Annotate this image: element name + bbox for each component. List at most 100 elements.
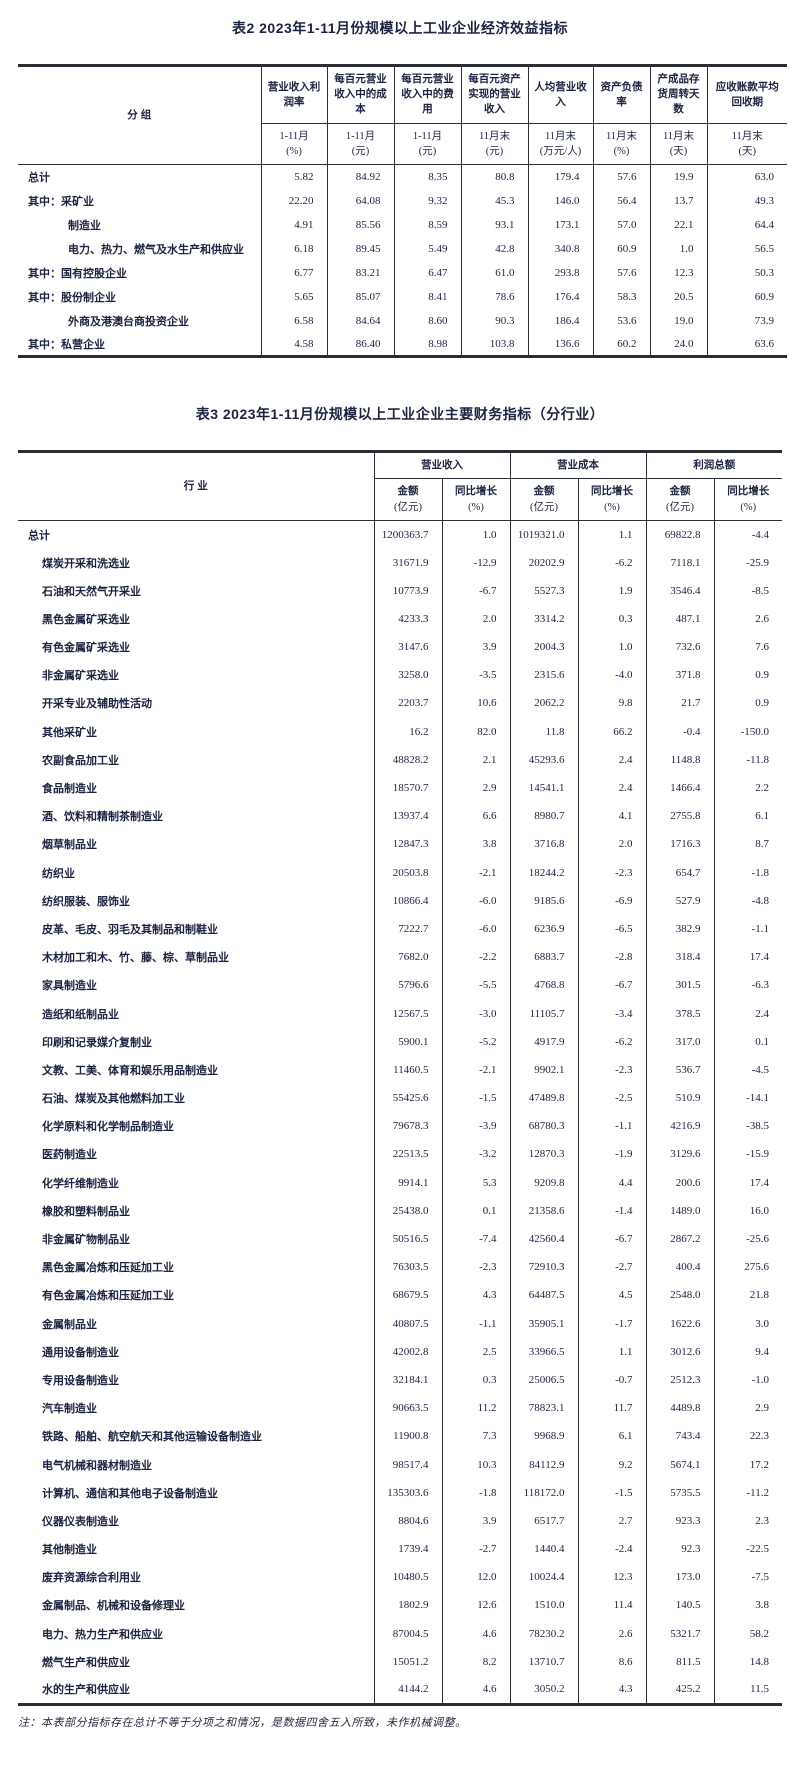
cell-value: 2004.3 — [510, 633, 579, 662]
cell-value: 9.2 — [578, 1450, 647, 1479]
cell-value: 4768.8 — [510, 971, 579, 1000]
cell-value: 179.4 — [528, 164, 594, 189]
cell-value: 84112.9 — [510, 1450, 579, 1479]
cell-value: 11460.5 — [374, 1055, 443, 1084]
row-label: 开采专业及辅助性活动 — [18, 689, 375, 718]
table-row: 石油和天然气开采业 10773.9 -6.7 5527.3 1.9 3546.4 -8.5 — [18, 576, 782, 605]
table3-sub-col: 同比增长 (%) — [442, 478, 511, 521]
cell-value: 5796.6 — [374, 971, 443, 1000]
cell-value: 9968.9 — [510, 1422, 579, 1451]
cell-value: 146.0 — [528, 188, 594, 213]
cell-value: 923.3 — [646, 1506, 715, 1535]
cell-value: 8.98 — [394, 332, 462, 357]
cell-value: 2.0 — [442, 604, 511, 633]
cell-value: 73.9 — [754, 314, 774, 327]
cell-value: 382.9 — [646, 914, 715, 944]
cell-value: 2.7 — [578, 1506, 647, 1535]
cell-value: 4917.9 — [510, 1027, 579, 1056]
cell-value: -1.8 — [442, 1478, 511, 1507]
cell-value: 12.0 — [442, 1563, 511, 1592]
cell-value: 13.7 — [650, 188, 708, 213]
cell-value: 8.2 — [442, 1647, 511, 1676]
table2-col-header: 每百元资产实现的营业收入 — [461, 65, 529, 124]
table-row: 化学原料和化学制品制造业 79678.3 -3.9 68780.3 -1.1 4216.9… — [18, 1112, 782, 1141]
cell-value: -2.3 — [442, 1253, 511, 1282]
row-label: 专用设备制造业 — [18, 1365, 375, 1395]
cell-value: 12870.3 — [510, 1140, 579, 1169]
cell-value: 135303.6 — [374, 1478, 443, 1507]
row-label: 农副食品加工业 — [18, 745, 375, 774]
cell-value: 6.6 — [442, 802, 511, 831]
cell-value: 1148.8 — [646, 745, 715, 774]
cell-value: -2.8 — [578, 943, 647, 972]
cell-value: -5.5 — [442, 971, 511, 1000]
cell-value: 2548.0 — [646, 1281, 715, 1310]
cell-value: 2867.2 — [646, 1224, 715, 1254]
cell-value: 318.4 — [646, 943, 715, 972]
row-label: 其中：私营企业 — [18, 332, 262, 357]
statistics-report-page: 表2 2023年1-11月份规模以上工业企业经济效益指标 分 组 营业收入利润率… — [18, 20, 787, 1729]
cell-value: 2315.6 — [510, 661, 579, 690]
cell-value: 2.5 — [442, 1337, 511, 1366]
cell-value: -4.4 — [751, 528, 769, 541]
cell-value: 1489.0 — [646, 1196, 715, 1225]
cell-value: 8.59 — [394, 212, 462, 237]
cell-value: -2.7 — [442, 1535, 511, 1564]
cell-value: 22.20 — [261, 188, 328, 213]
table-row: 医药制造业 22513.5 -3.2 12870.3 -1.9 3129.6 -15.9 — [18, 1140, 782, 1169]
table3-group-cost: 营业成本 — [510, 451, 647, 480]
cell-value: 83.21 — [327, 260, 395, 285]
cell-value: 6.47 — [394, 260, 462, 285]
cell-value: 64.4 — [754, 218, 774, 231]
cell-value: 2.1 — [442, 745, 511, 774]
table-row: 废弃资源综合利用业 10480.5 12.0 10024.4 12.3 173.0 -7.5 — [18, 1563, 782, 1592]
cell-value: 57.0 — [593, 212, 651, 237]
cell-value: 11.8 — [510, 717, 579, 746]
cell-value: -6.2 — [578, 1027, 647, 1056]
cell-value: 4.6 — [442, 1675, 511, 1705]
table2-col-unit: 11月末 (天) — [650, 123, 708, 166]
cell-value: 60.2 — [593, 332, 651, 357]
cell-value: 69822.8 — [646, 520, 715, 549]
cell-value: 6.1 — [755, 810, 769, 823]
cell-value: -6.0 — [442, 886, 511, 915]
row-label: 橡胶和塑料制品业 — [18, 1196, 375, 1225]
table-row: 电力、热力、燃气及水生产和供应业 6.18 89.45 5.49 42.8 340.8 60… — [18, 236, 787, 261]
row-label: 化学原料和化学制品制造业 — [18, 1112, 375, 1141]
cell-value: 9902.1 — [510, 1055, 579, 1084]
cell-value: 60.9 — [754, 290, 774, 303]
table3-group-revenue: 营业收入 — [374, 451, 511, 480]
cell-value: 186.4 — [528, 308, 594, 333]
table3-header-units-row: 金额 (亿元) 同比增长 (%) 金额 (亿元) 同比增长 (%) 金额 (亿元) 同比增… — [18, 478, 782, 521]
row-label: 计算机、通信和其他电子设备制造业 — [18, 1478, 375, 1507]
cell-value: 378.5 — [646, 999, 715, 1028]
row-label: 仪器仪表制造业 — [18, 1506, 375, 1535]
cell-value: 78.6 — [461, 284, 529, 309]
cell-value: 7.3 — [442, 1422, 511, 1451]
cell-value: 72910.3 — [510, 1253, 579, 1282]
table3-sub-col: 金额 (亿元) — [374, 478, 443, 521]
cell-value: 25006.5 — [510, 1365, 579, 1395]
cell-value: 1739.4 — [374, 1535, 443, 1564]
row-label: 金属制品、机械和设备修理业 — [18, 1591, 375, 1620]
cell-value: 22513.5 — [374, 1140, 443, 1169]
cell-value: -6.2 — [578, 548, 647, 577]
cell-value: 1.0 — [650, 236, 708, 261]
cell-value: -3.9 — [442, 1112, 511, 1141]
cell-value: 5674.1 — [646, 1450, 715, 1479]
cell-value: -1.0 — [751, 1373, 769, 1386]
row-label: 石油、煤炭及其他燃料加工业 — [18, 1084, 375, 1113]
cell-value: 53.6 — [593, 308, 651, 333]
table3-sub-col: 同比增长 (%) — [578, 478, 647, 521]
table-row: 外商及港澳台商投资企业 6.58 84.64 8.60 90.3 186.4 53.6 19.… — [18, 308, 787, 333]
cell-value: -1.8 — [751, 866, 769, 879]
cell-value: 8.6 — [578, 1647, 647, 1676]
row-label: 其中：采矿业 — [18, 188, 262, 213]
cell-value: 89.45 — [327, 236, 395, 261]
table-row: 燃气生产和供应业 15051.2 8.2 13710.7 8.6 811.5 14.8 — [18, 1647, 782, 1676]
cell-value: -7.5 — [751, 1571, 769, 1584]
table-row: 化学纤维制造业 9914.1 5.3 9209.8 4.4 200.6 17.4 — [18, 1168, 782, 1197]
cell-value: -5.2 — [442, 1027, 511, 1056]
cell-value: 3.9 — [442, 1506, 511, 1535]
cell-value: 33966.5 — [510, 1337, 579, 1366]
